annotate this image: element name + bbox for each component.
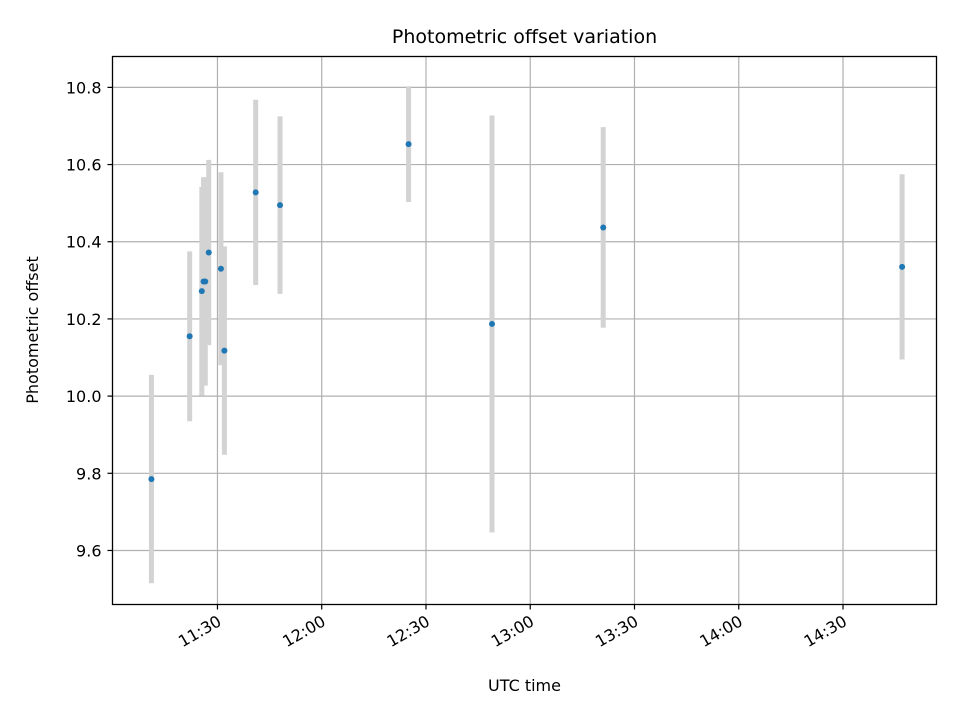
x-tick-label: 14:30 (801, 612, 850, 652)
x-tick-label: 13:00 (488, 612, 537, 652)
y-tick-label: 10.0 (66, 387, 102, 406)
y-tick-label: 10.4 (66, 233, 102, 252)
point-layer (148, 141, 906, 483)
y-tick-label: 9.6 (76, 541, 101, 560)
x-tick-label: 11:30 (175, 612, 224, 652)
x-axis-label: UTC time (488, 676, 561, 695)
x-tick-label: 13:30 (592, 612, 641, 652)
data-point (405, 141, 412, 148)
chart-title: Photometric offset variation (392, 26, 657, 48)
x-tick-label: 12:00 (279, 612, 328, 652)
y-tick-label: 9.8 (76, 464, 101, 483)
y-axis-ticks: 9.6 9.8 10.0 10.2 10.4 10.6 10.8 (66, 78, 113, 560)
data-point (202, 278, 209, 285)
data-point (899, 263, 906, 270)
x-tick-label: 12:30 (384, 612, 433, 652)
data-point (205, 249, 212, 256)
data-point (277, 202, 284, 209)
data-point (198, 288, 205, 295)
data-point (600, 224, 607, 231)
data-point (489, 320, 496, 327)
plot-frame (111, 55, 938, 606)
data-point (217, 265, 224, 272)
data-point (186, 333, 193, 340)
y-tick-label: 10.2 (66, 310, 102, 329)
data-point (252, 189, 259, 196)
x-tick-label: 14:00 (696, 612, 745, 652)
grid-layer (112, 56, 937, 605)
y-tick-label: 10.6 (66, 156, 102, 175)
x-axis-ticks: 11:30 12:00 12:30 13:00 13:30 14:00 14:30 (175, 604, 850, 652)
data-point (148, 476, 155, 483)
errorbar-layer (148, 86, 905, 584)
y-axis-label: Photometric offset (23, 256, 42, 404)
y-tick-label: 10.8 (66, 78, 102, 97)
data-point (221, 347, 228, 354)
